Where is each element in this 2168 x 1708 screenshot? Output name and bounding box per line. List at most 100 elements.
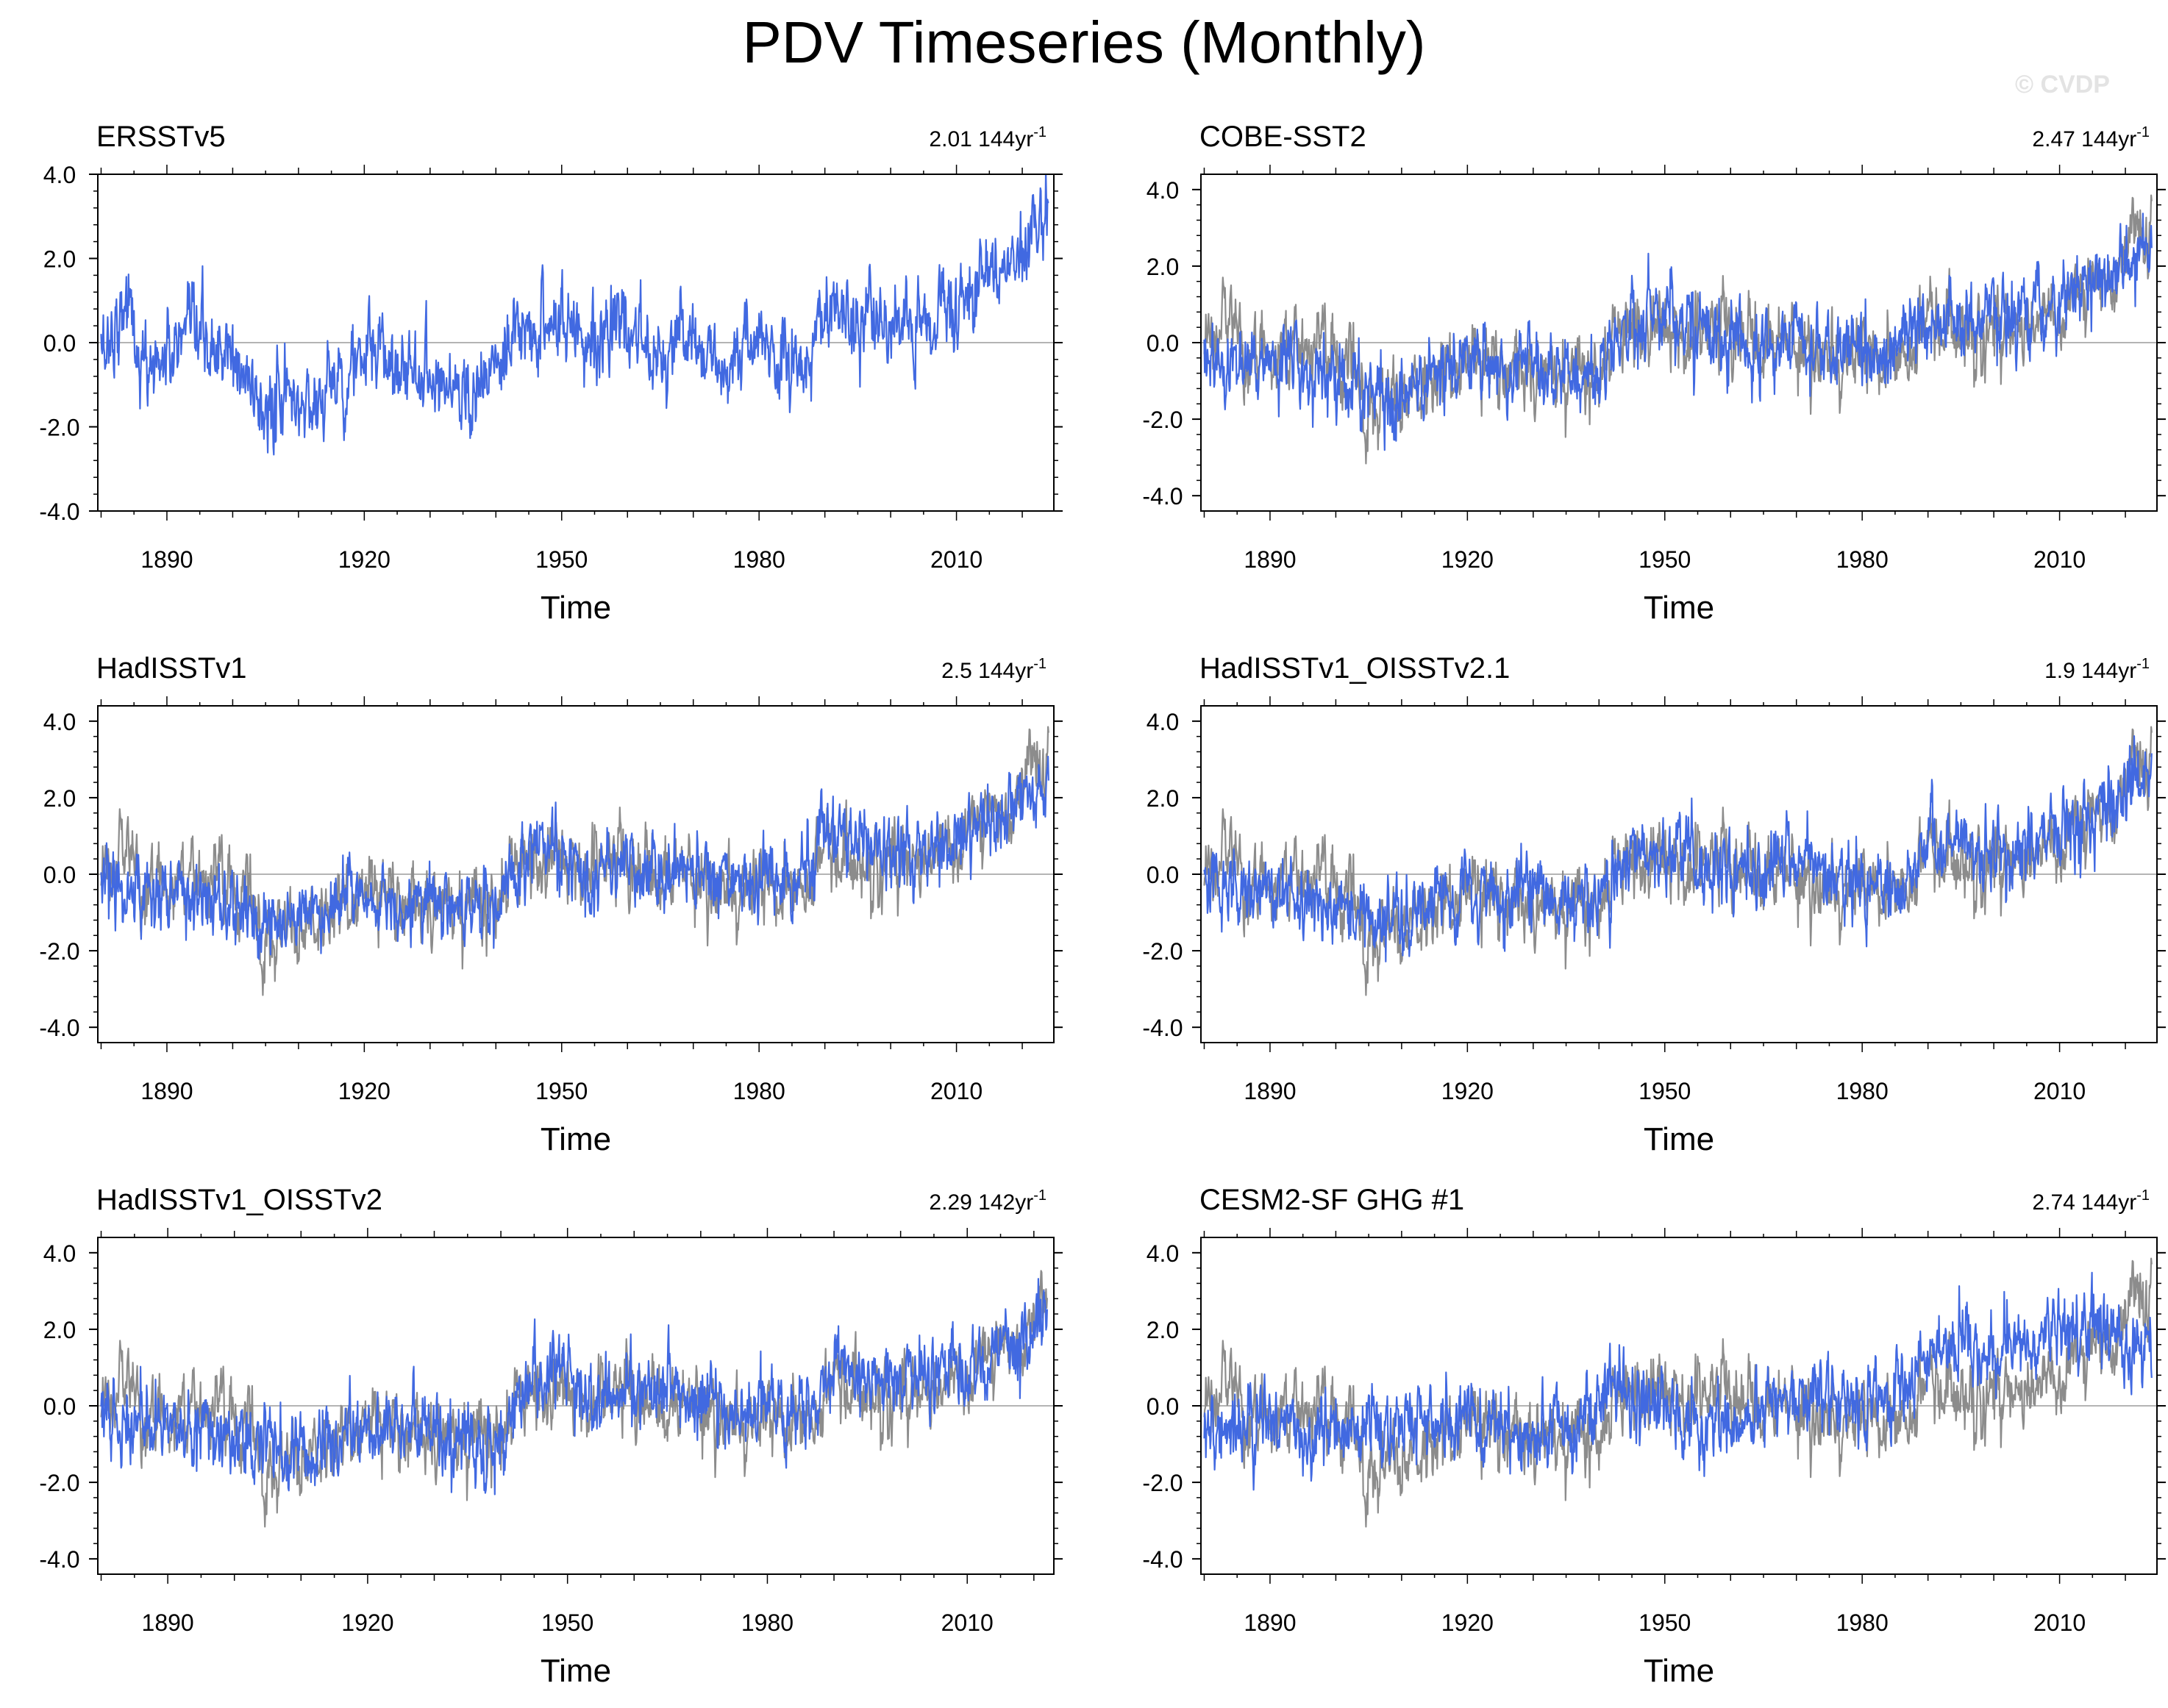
y-tick-label: 0.0 [43, 330, 76, 357]
y-tick-label: 4.0 [1147, 1240, 1179, 1267]
model-series-line [100, 755, 1049, 960]
x-tick-label: 1920 [1441, 1609, 1494, 1636]
stat-value: 2.01 144yr [929, 127, 1033, 151]
x-axis-title: Time [1644, 590, 1714, 626]
y-tick-label: 0.0 [1147, 330, 1179, 357]
stat-value: 2.5 144yr [941, 659, 1033, 683]
panel-title: HadISSTv1 [96, 652, 247, 685]
model-series-line [1203, 735, 2153, 962]
y-tick-label: -2.0 [1142, 407, 1183, 433]
x-tick-label: 1950 [1639, 546, 1691, 573]
y-tick-label: -4.0 [39, 1546, 79, 1573]
panel-title: ERSSTv5 [96, 121, 226, 153]
model-series-line [100, 1278, 1048, 1496]
stat-value: 2.47 144yr [2032, 127, 2136, 151]
y-tick-label: 0.0 [1147, 1393, 1179, 1420]
y-tick-label: -4.0 [1142, 1015, 1183, 1041]
stat-exponent: -1 [1033, 124, 1046, 140]
plot-area [100, 726, 1049, 996]
figure-title: PDV Timeseries (Monthly) [742, 10, 1426, 75]
x-tick-label: 1980 [1836, 1078, 1889, 1104]
stat-exponent: -1 [1033, 656, 1046, 672]
panel-title: CESM2-SF GHG #1 [1199, 1184, 1464, 1216]
y-tick-label: 4.0 [1147, 177, 1179, 204]
stat-value: 2.29 142yr [929, 1190, 1033, 1215]
y-tick-label: 0.0 [43, 862, 76, 888]
panel-1: ERSSTv5 2.01 144yr-1 4.0 2.0 0.0 -2.0 -4.0 1890… [39, 121, 1063, 626]
panel-5: HadISSTv1_OISSTv2 2.29 142yr-1 4.0 2.0 0.0 -2… [39, 1184, 1063, 1689]
stat-exponent: -1 [2136, 1187, 2150, 1204]
x-tick-label: 1920 [338, 546, 391, 573]
y-tick-label: 2.0 [43, 785, 76, 812]
reference-series-line [1203, 194, 2153, 465]
x-tick-label: 1920 [338, 1078, 391, 1104]
y-tick-label: 4.0 [43, 1240, 76, 1267]
x-tick-label: 2010 [941, 1609, 994, 1636]
y-tick-label: 2.0 [1147, 785, 1179, 812]
stat-value: 1.9 144yr [2044, 659, 2136, 683]
x-tick-label: 1950 [1639, 1078, 1691, 1104]
stat-exponent: -1 [2136, 124, 2150, 140]
x-tick-label: 1890 [140, 546, 193, 573]
panel-stat: 2.5 144yr-1 [941, 656, 1046, 683]
x-axis-title: Time [541, 1653, 611, 1689]
panel-stat: 1.9 144yr-1 [2044, 656, 2150, 683]
x-tick-label: 1890 [1244, 546, 1296, 573]
x-tick-label: 2010 [930, 546, 983, 573]
y-tick-label: 2.0 [1147, 1317, 1179, 1343]
y-tick-label: -4.0 [1142, 1546, 1183, 1573]
x-tick-label: 1890 [140, 1078, 193, 1104]
x-tick-label: 1920 [1441, 546, 1494, 573]
y-tick-label: 4.0 [43, 709, 76, 735]
panel-stat: 2.01 144yr-1 [929, 124, 1046, 151]
y-tick-label: 2.0 [43, 246, 76, 273]
x-tick-label: 1890 [142, 1609, 194, 1636]
x-tick-label: 1890 [1244, 1609, 1296, 1636]
x-tick-label: 1920 [341, 1609, 393, 1636]
credit-watermark: © CVDP [2015, 71, 2110, 99]
stat-value: 2.74 144yr [2032, 1190, 2136, 1215]
panel-3: HadISSTv1 2.5 144yr-1 4.0 2.0 0.0 -2.0 -4.0 189… [39, 652, 1063, 1157]
y-tick-label: 0.0 [43, 1393, 76, 1420]
x-tick-label: 1980 [1836, 546, 1889, 573]
y-tick-label: -2.0 [39, 938, 79, 965]
y-tick-label: -2.0 [1142, 938, 1183, 965]
x-tick-label: 1950 [535, 1078, 588, 1104]
x-tick-label: 1980 [733, 1078, 785, 1104]
y-tick-label: 0.0 [1147, 862, 1179, 888]
plot-area [1203, 194, 2153, 465]
stat-exponent: -1 [1033, 1187, 1046, 1204]
plot-area [100, 174, 1049, 456]
x-axis-title: Time [541, 590, 611, 626]
x-tick-label: 1980 [741, 1609, 794, 1636]
y-tick-label: 2.0 [1147, 254, 1179, 280]
model-series-line [100, 174, 1049, 456]
y-tick-label: 4.0 [43, 162, 76, 188]
panel-stat: 2.47 144yr-1 [2032, 124, 2150, 151]
x-tick-label: 2010 [2033, 1609, 2086, 1636]
x-tick-label: 1920 [1441, 1078, 1494, 1104]
x-tick-label: 1950 [1639, 1609, 1691, 1636]
panel-stat: 2.74 144yr-1 [2032, 1187, 2150, 1215]
x-tick-label: 1950 [541, 1609, 593, 1636]
x-tick-label: 1980 [733, 546, 785, 573]
x-tick-label: 1950 [535, 546, 588, 573]
y-tick-label: -2.0 [1142, 1470, 1183, 1496]
plot-area [1203, 1257, 2153, 1528]
x-axis-title: Time [1644, 1653, 1714, 1689]
panel-6: CESM2-SF GHG #1 2.74 144yr-1 4.0 2.0 0.0 -2.0… [1142, 1184, 2166, 1689]
panel-title: HadISSTv1_OISSTv2 [96, 1184, 382, 1216]
y-tick-label: -4.0 [39, 1015, 79, 1041]
x-tick-label: 1890 [1244, 1078, 1296, 1104]
y-tick-label: -4.0 [1142, 483, 1183, 510]
panel-2: COBE-SST2 2.47 144yr-1 4.0 2.0 0.0 -2.0 -4.0 18… [1142, 121, 2166, 626]
y-tick-label: 4.0 [1147, 709, 1179, 735]
plot-area [1203, 726, 2153, 996]
y-tick-label: -2.0 [39, 415, 79, 441]
panel-title: COBE-SST2 [1199, 121, 1366, 153]
y-tick-label: 2.0 [43, 1317, 76, 1343]
panel-stat: 2.29 142yr-1 [929, 1187, 1046, 1215]
x-axis-title: Time [541, 1121, 611, 1157]
plot-area [100, 1270, 1048, 1528]
